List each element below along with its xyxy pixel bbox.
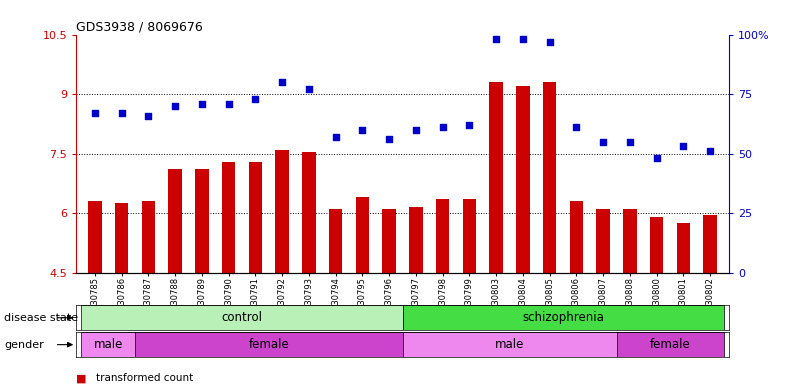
Point (677, 143, 690, 149)
Point (249, 96, 262, 102)
Bar (222, 162, 235, 273)
Point (115, 110, 128, 116)
Point (437, 124, 449, 131)
Point (543, 39, 556, 45)
Bar (382, 209, 396, 273)
Point (597, 139, 610, 145)
Text: disease state: disease state (4, 313, 78, 323)
Text: male: male (94, 338, 123, 351)
Bar (597, 209, 610, 273)
Text: ■: ■ (76, 373, 87, 383)
Bar (409, 207, 423, 273)
Point (356, 127, 368, 133)
Point (489, 36, 502, 42)
Point (303, 86, 316, 93)
Bar (248, 162, 262, 273)
Text: control: control (221, 311, 263, 324)
Text: transformed count: transformed count (96, 373, 193, 383)
Bar (677, 223, 690, 273)
Bar (356, 197, 369, 273)
Point (650, 155, 663, 161)
Point (88, 110, 101, 116)
Bar (403, 332, 617, 357)
Bar (88, 201, 102, 273)
Bar (135, 332, 403, 357)
Bar (82, 305, 403, 330)
Point (383, 136, 396, 142)
Point (169, 103, 182, 109)
Bar (195, 169, 208, 273)
Text: GDS3938 / 8069676: GDS3938 / 8069676 (76, 20, 203, 33)
Bar (489, 82, 503, 273)
Text: gender: gender (4, 339, 44, 350)
Bar (543, 82, 557, 273)
Text: schizophrenia: schizophrenia (522, 311, 604, 324)
Text: male: male (495, 338, 524, 351)
Bar (617, 332, 723, 357)
Point (463, 122, 476, 128)
Point (570, 124, 583, 131)
Point (142, 113, 155, 119)
Point (329, 134, 342, 140)
Point (195, 101, 208, 107)
Point (704, 148, 717, 154)
Bar (403, 305, 723, 330)
Bar (703, 215, 717, 273)
Text: female: female (248, 338, 289, 351)
Bar (650, 217, 663, 273)
Bar (168, 169, 182, 273)
Bar (329, 209, 342, 273)
Text: female: female (650, 338, 690, 351)
Point (623, 139, 636, 145)
Bar (302, 152, 316, 273)
Bar (436, 199, 449, 273)
Bar (516, 86, 529, 273)
Point (409, 127, 422, 133)
Bar (115, 203, 128, 273)
Bar (463, 199, 476, 273)
Bar (623, 209, 637, 273)
Bar (82, 332, 135, 357)
Bar (142, 201, 155, 273)
Point (517, 36, 529, 42)
Point (222, 101, 235, 107)
Bar (570, 201, 583, 273)
Point (276, 79, 288, 85)
Bar (276, 150, 289, 273)
